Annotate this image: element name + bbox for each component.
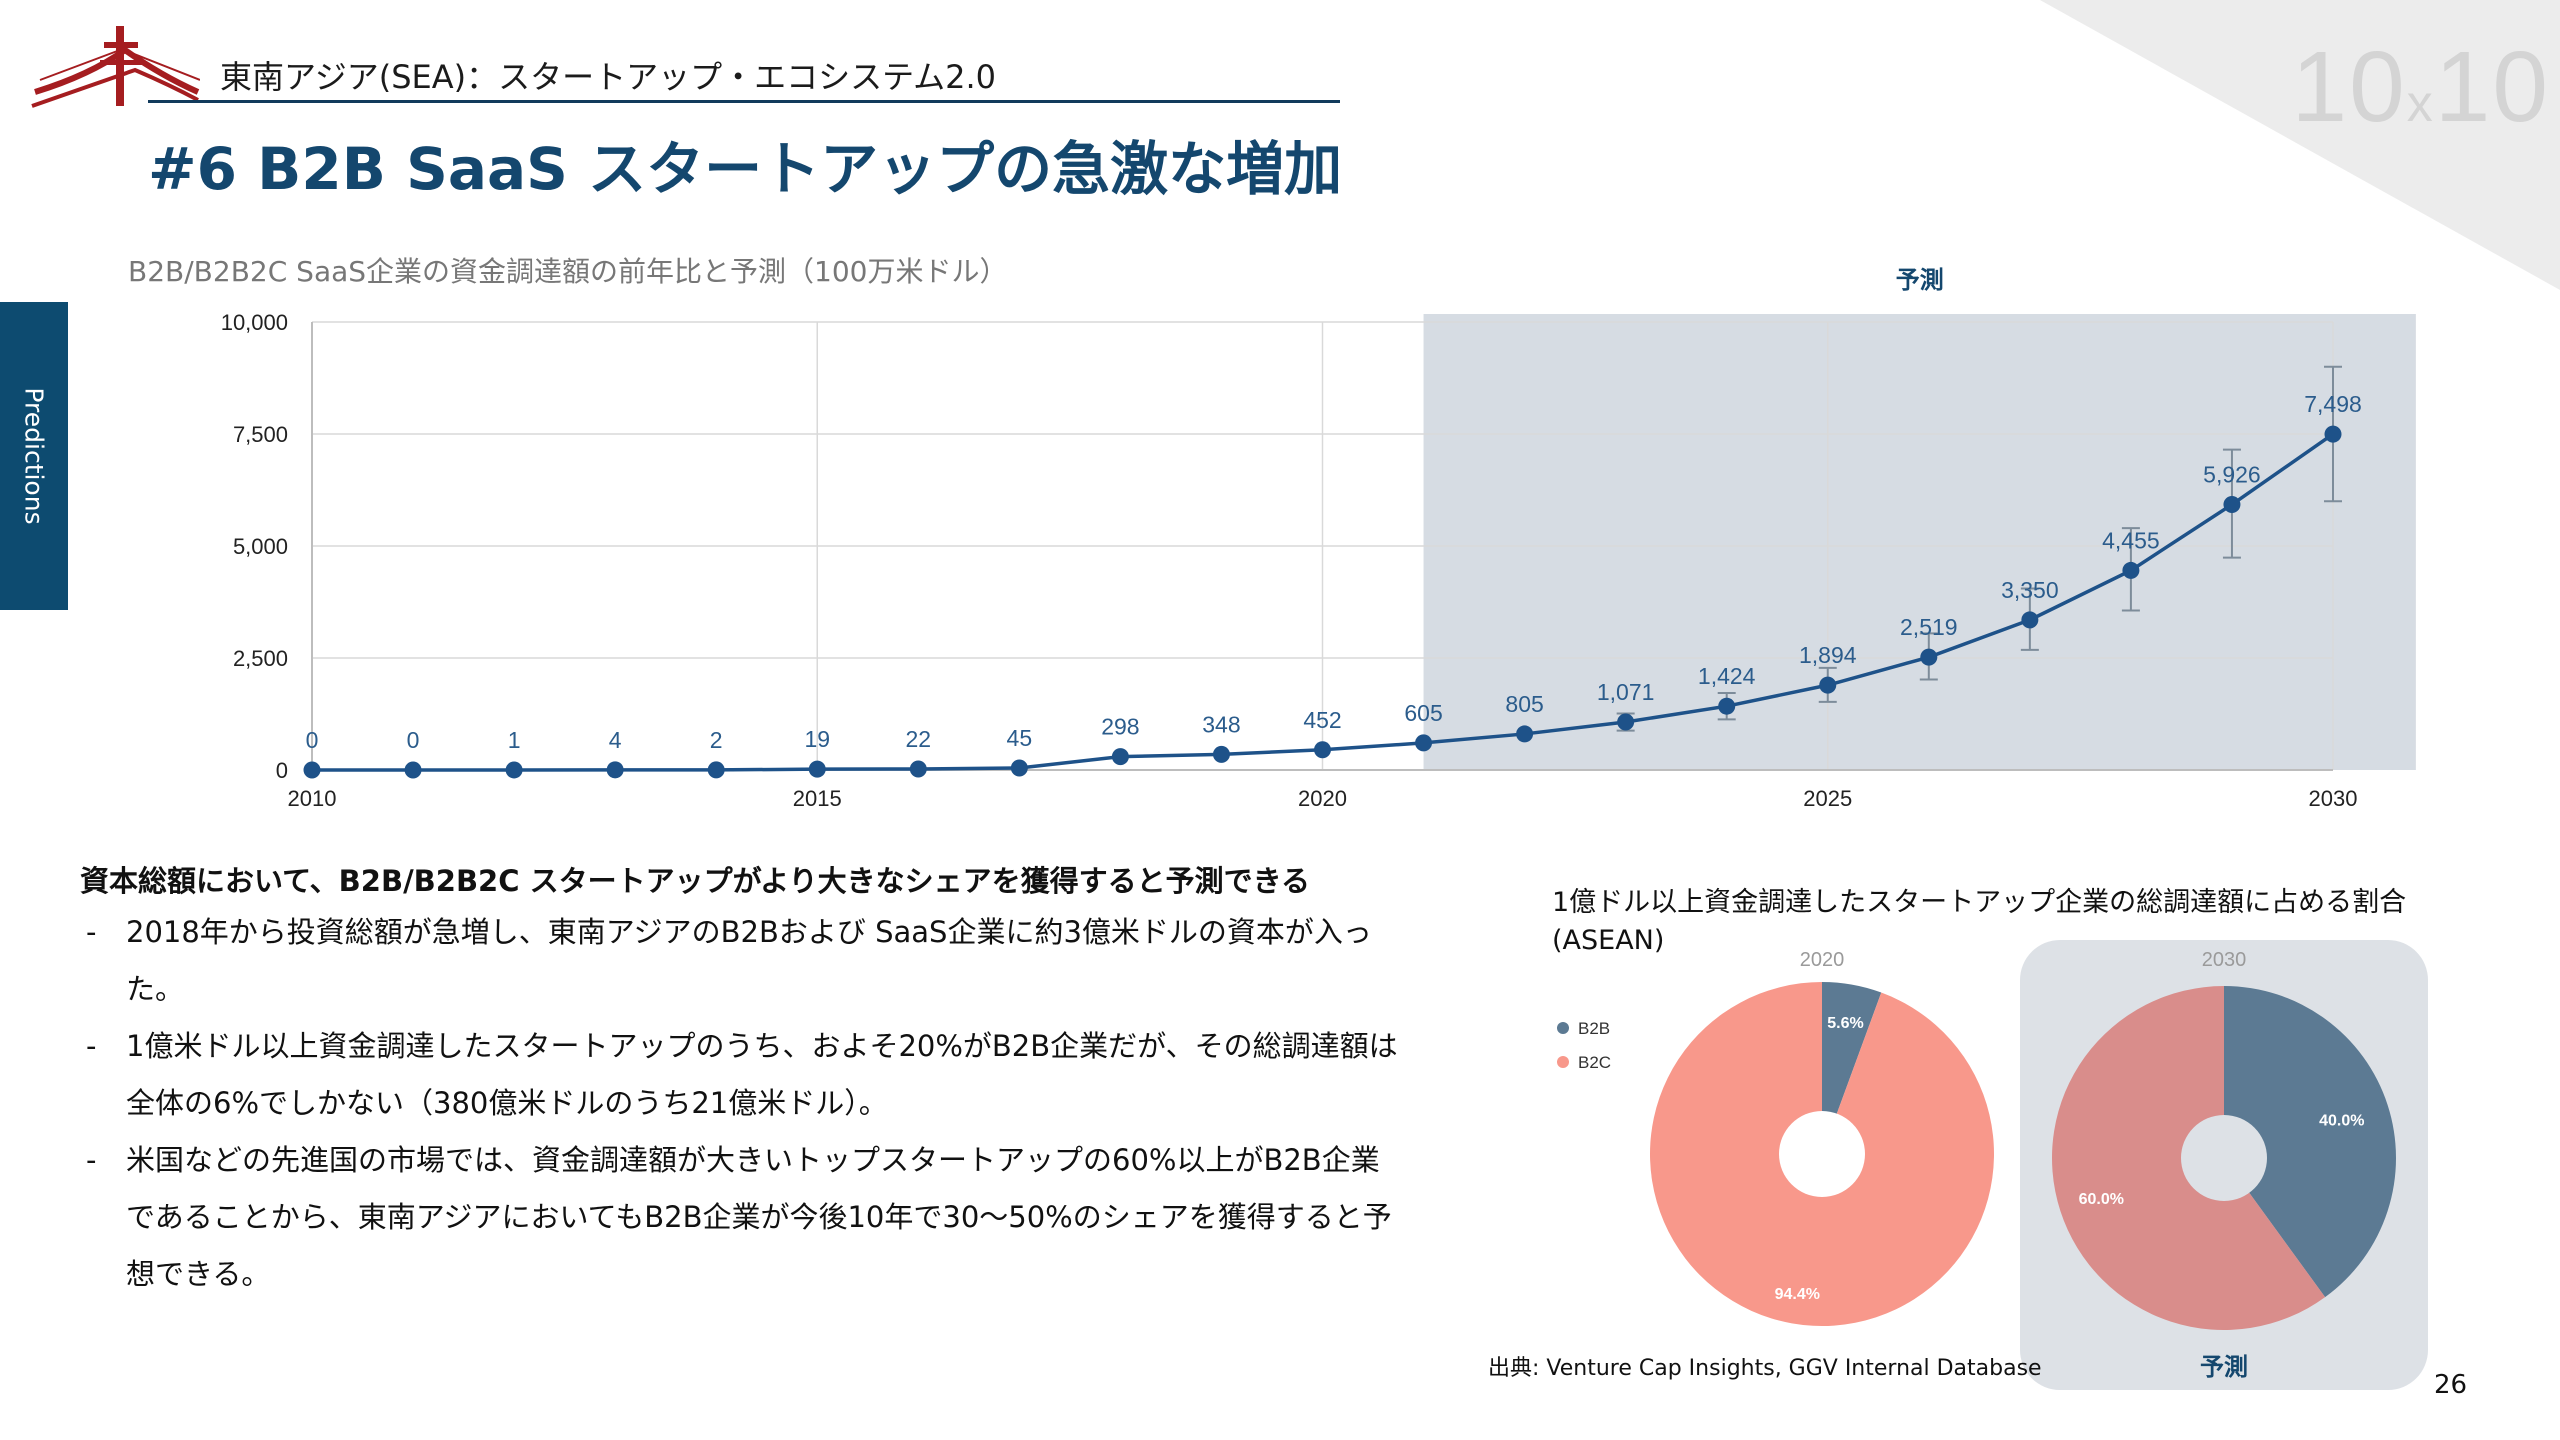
data-label: 2	[710, 727, 723, 753]
data-label: 45	[1007, 725, 1033, 751]
data-label: 1	[508, 727, 521, 753]
x-tick-label: 2030	[2309, 786, 2358, 811]
header-divider	[148, 100, 1340, 103]
pie-slice	[1822, 982, 1882, 1154]
logo	[31, 26, 200, 108]
data-label: 605	[1404, 700, 1442, 726]
legend-label: B2C	[1578, 1053, 1611, 1072]
data-label: 7,498	[2304, 391, 2362, 417]
bullet-item: -2018年から投資総額が急増し、東南アジアのB2Bおよび SaaS企業に約3億…	[80, 904, 1400, 1018]
data-point	[808, 760, 826, 778]
page-title: #6 B2B SaaS スタートアップの急激な増加	[148, 135, 1343, 203]
forecast-region	[1423, 314, 2416, 770]
pie-value-label: 40.0%	[2319, 1113, 2364, 1130]
bullets-heading: 資本総額において、B2B/B2B2C スタートアップがより大きなシェアを獲得する…	[80, 864, 1310, 898]
data-point	[1314, 741, 1331, 759]
data-point	[1415, 734, 1433, 752]
brand-mark: 10x10	[2292, 30, 2550, 145]
data-point	[1819, 676, 1837, 694]
x-tick-label: 2010	[288, 786, 337, 811]
data-label: 4	[609, 727, 622, 753]
forecast-label: 予測	[1896, 266, 1944, 294]
pie-slice	[2224, 986, 2396, 1298]
legend-marker	[1557, 1056, 1569, 1068]
pie-section-title: 1億ドル以上資金調達したスタートアップ企業の総調達額に占める割合(ASEAN)	[1552, 887, 2407, 956]
data-point	[1920, 648, 1938, 666]
data-label: 0	[306, 727, 319, 753]
data-point	[606, 761, 624, 779]
data-label: 22	[906, 726, 932, 752]
legend-label: B2B	[1578, 1019, 1610, 1038]
y-tick-label: 7,500	[233, 422, 288, 447]
data-point	[2324, 425, 2342, 443]
y-tick-label: 10,000	[221, 310, 288, 335]
pie-value-label: 94.4%	[1775, 1286, 1820, 1303]
pie-hole	[2181, 1115, 2267, 1201]
data-label: 3,350	[2001, 577, 2059, 603]
data-label: 805	[1505, 691, 1543, 717]
data-point	[303, 761, 321, 779]
data-point	[1010, 759, 1028, 777]
line-chart-title: B2B/B2B2C SaaS企業の資金調達額の前年比と予測（100万米ドル）	[128, 255, 1008, 288]
bullet-list: -2018年から投資総額が急増し、東南アジアのB2Bおよび SaaS企業に約3億…	[80, 904, 1400, 1303]
bullet-dash: -	[86, 915, 97, 949]
x-tick-label: 2020	[1298, 786, 1347, 811]
data-point	[1617, 713, 1635, 731]
pie-forecast-label: 予測	[2200, 1353, 2248, 1381]
y-tick-label: 5,000	[233, 534, 288, 559]
brand-tail: 10	[2434, 31, 2550, 143]
data-label: 5,926	[2203, 462, 2261, 488]
data-label: 1,424	[1698, 663, 1756, 689]
y-tick-label: 2,500	[233, 646, 288, 671]
pie-year-label: 2030	[2202, 949, 2247, 971]
bullet-dash: -	[86, 1029, 97, 1063]
data-point	[1718, 697, 1736, 715]
source-note: 出典: Venture Cap Insights, GGV Internal D…	[1488, 1356, 2042, 1381]
bullet-item: - 米国などの先進国の市場では、資金調達額が大きいトップスタートアップの60%以上…	[80, 1132, 1400, 1303]
brand-main: 10	[2291, 31, 2407, 143]
data-point	[1212, 745, 1230, 763]
data-label: 298	[1101, 714, 1139, 740]
pie-hole	[1779, 1111, 1865, 1197]
bullet-text: 1億米ドル以上資金調達したスタートアップのうち、およそ20%がB2B企業だが、そ…	[126, 1029, 1398, 1120]
data-label: 452	[1303, 707, 1341, 733]
data-label: 0	[407, 727, 420, 753]
data-point	[707, 761, 725, 779]
x-tick-label: 2015	[793, 786, 842, 811]
data-point	[2122, 561, 2140, 579]
bullet-item: -1億米ドル以上資金調達したスタートアップのうち、およそ20%がB2B企業だが、…	[80, 1018, 1400, 1132]
data-point	[1516, 725, 1534, 743]
section-tab: Predictions	[0, 302, 68, 610]
pie-value-label: 5.6%	[1827, 1015, 1863, 1032]
x-tick-label: 2025	[1803, 786, 1852, 811]
data-point	[505, 761, 523, 779]
data-point	[2223, 496, 2241, 514]
data-label: 2,519	[1900, 614, 1958, 640]
pie-year-label: 2020	[1800, 949, 1845, 971]
data-point	[2021, 611, 2039, 629]
data-label: 4,455	[2102, 527, 2160, 553]
brand-x: x	[2406, 75, 2435, 133]
bullet-text: 米国などの先進国の市場では、資金調達額が大きいトップスタートアップの60%以上が…	[126, 1143, 1392, 1291]
data-label: 1,071	[1597, 679, 1655, 705]
bullet-dash: -	[86, 1143, 97, 1177]
data-point	[404, 761, 422, 779]
data-point	[909, 760, 927, 778]
bullet-text: 2018年から投資総額が急増し、東南アジアのB2Bおよび SaaS企業に約3億米…	[126, 915, 1372, 1006]
page-number: 26	[2434, 1370, 2468, 1400]
data-label: 348	[1202, 711, 1240, 737]
legend-marker	[1557, 1022, 1569, 1034]
data-label: 19	[804, 726, 830, 752]
data-point	[1111, 748, 1129, 766]
y-tick-label: 0	[276, 758, 288, 783]
data-label: 1,894	[1799, 642, 1857, 668]
pie-value-label: 60.0%	[2079, 1191, 2124, 1208]
header-subtitle: 東南アジア(SEA)：スタートアップ・エコシステム2.0	[220, 58, 997, 96]
